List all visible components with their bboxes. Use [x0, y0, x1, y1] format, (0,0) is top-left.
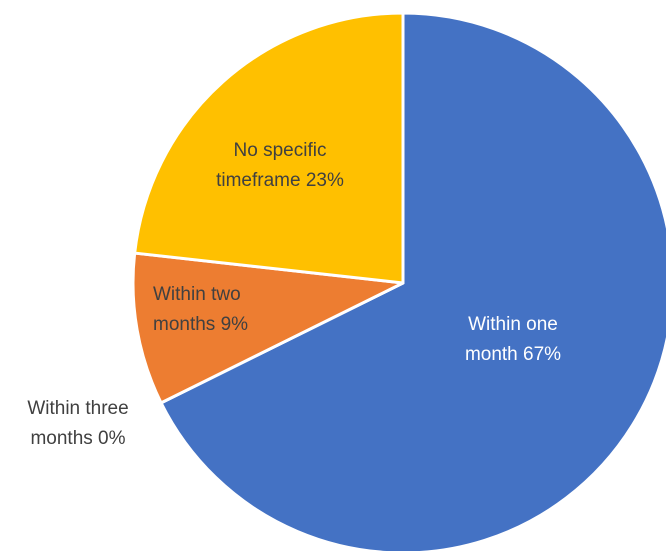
data-label-within-three-months: Within three months 0% [27, 398, 128, 449]
slice-within-two-months [131, 251, 405, 405]
data-label-no-specific-timeframe: No specific timeframe 23% [216, 140, 344, 191]
data-label-line: months 9% [153, 314, 248, 335]
slice-within-one-month [159, 11, 666, 551]
pie-slices [131, 11, 666, 551]
data-label-line: Within one [468, 314, 558, 335]
data-label-line: No specific [234, 140, 327, 161]
data-label-line: timeframe 23% [216, 170, 344, 191]
data-label-line: Within two [153, 284, 241, 305]
data-label-within-two-months: Within two months 9% [153, 284, 248, 335]
pie-data-labels: Within one month 67% Within three months 0%… [27, 140, 561, 449]
data-label-line: Within three [27, 398, 128, 419]
slice-no-specific-timeframe [133, 11, 405, 285]
data-label-line: month 67% [465, 344, 561, 365]
data-label-line: months 0% [30, 428, 125, 449]
data-label-within-one-month: Within one month 67% [465, 314, 561, 365]
